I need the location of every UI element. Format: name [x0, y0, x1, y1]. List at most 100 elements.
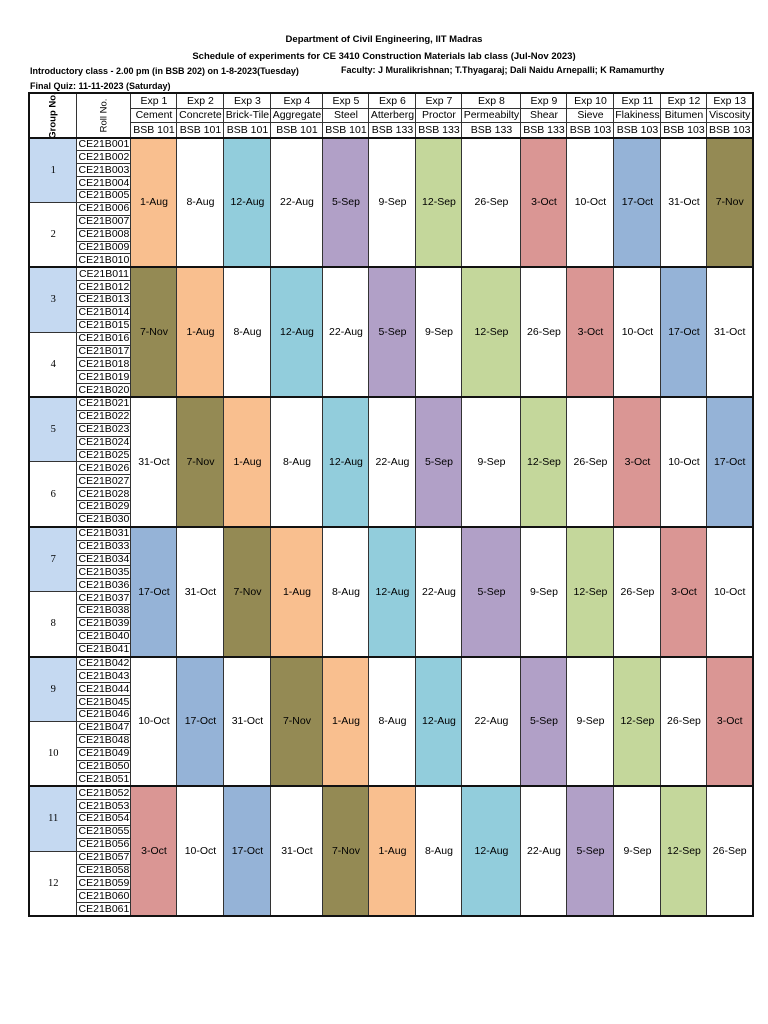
table-row: 5 CE21B021 31-Oct 7-Nov 1-Aug 8-Aug 12-Aug 22-A…: [28, 395, 754, 528]
schedule-date-cell: 5-Sep: [415, 396, 463, 528]
schedule-date-cell: 9-Sep: [461, 396, 522, 528]
table-row: 1 CE21B001 1-Aug 8-Aug 12-Aug 22-Aug 5-Sep 9-Se…: [28, 136, 754, 268]
exp-name-header: Brick-Tile: [223, 107, 272, 123]
table-row: CE21B043: [29, 669, 753, 684]
schedule-date-cell: 10-Oct: [706, 525, 754, 657]
schedule-date-cell: 22-Aug: [520, 785, 568, 917]
roll-no-header: Roll No.: [76, 92, 132, 138]
roll-number-cell: CE21B048: [76, 733, 132, 748]
group-number-cell: 4: [28, 331, 78, 398]
roll-number-cell: CE21B051: [76, 772, 132, 787]
schedule-date-cell: 3-Oct: [130, 785, 178, 917]
schedule-date-cell: 3-Oct: [660, 525, 708, 657]
table-row: CE21B039: [29, 616, 753, 631]
schedule-date-cell: 3-Oct: [706, 655, 754, 787]
exp-number-header: Exp 4: [270, 92, 324, 109]
group-number-cell: 2: [28, 201, 78, 268]
exp-name-header: Sieve: [566, 107, 615, 123]
roll-number-cell: CE21B046: [76, 708, 132, 722]
roll-number-cell: CE21B016: [76, 331, 132, 346]
table-row: 8 CE21B037: [28, 591, 753, 657]
exp-name-header: Permeabilty: [461, 107, 522, 123]
group-number-cell: 3: [28, 266, 78, 333]
schedule-date-cell: 12-Sep: [613, 655, 662, 787]
group-number-cell: 8: [28, 591, 78, 657]
exp-room-header: BSB 103: [706, 122, 754, 138]
schedule-date-cell: 7-Nov: [270, 655, 324, 787]
roll-number-cell: CE21B037: [76, 591, 132, 605]
schedule-date-cell: 17-Oct: [130, 525, 178, 657]
schedule-date-cell: 10-Oct: [130, 655, 178, 787]
table-row: 3 CE21B011 7-Nov 1-Aug 8-Aug 12-Aug 22-Aug 5-Se…: [28, 266, 754, 398]
roll-number-cell: CE21B001: [76, 136, 132, 152]
schedule-date-cell: 1-Aug: [176, 266, 225, 398]
roll-number-cell: CE21B054: [76, 812, 132, 826]
exp-name-header: Viscosity: [706, 107, 754, 123]
roll-number-cell: CE21B053: [76, 799, 132, 813]
roll-number-cell: CE21B023: [76, 422, 132, 437]
roll-number-cell: CE21B002: [76, 150, 132, 165]
schedule-date-cell: 31-Oct: [706, 266, 754, 398]
schedule-table: Group No. Roll No. Exp 1 Exp 2 Exp 3 Exp 4 Exp…: [28, 92, 754, 917]
roll-number-cell: CE21B020: [76, 383, 132, 398]
roll-number-cell: CE21B027: [76, 474, 132, 489]
roll-number-cell: CE21B056: [76, 837, 132, 852]
exp-name-header: Steel: [322, 107, 370, 123]
schedule-date-cell: 5-Sep: [368, 266, 417, 398]
exp-number-header: Exp 6: [368, 92, 417, 109]
header-row-exp: Group No. Roll No. Exp 1 Exp 2 Exp 3 Exp 4 Exp…: [28, 92, 754, 138]
schedule-date-cell: 8-Aug: [176, 136, 225, 268]
table-row: 7 CE21B031 17-Oct 31-Oct 7-Nov 1-Aug 8-Aug 12-A…: [28, 525, 754, 657]
table-row: 9 CE21B042 10-Oct 17-Oct 31-Oct 7-Nov 1-Aug 8-A…: [28, 655, 754, 787]
schedule-date-cell: 17-Oct: [613, 136, 662, 268]
table-row: 11 CE21B052 3-Oct 10-Oct 17-Oct 31-Oct 7-Nov 1-…: [28, 785, 754, 917]
group-no-header-label: Group No.: [47, 93, 59, 138]
table-row: CE21B044: [29, 682, 753, 697]
exp-room-header: BSB 101: [322, 122, 370, 138]
exp-name-header: Aggregate: [270, 107, 324, 123]
schedule-date-cell: 26-Sep: [613, 525, 662, 657]
schedule-date-cell: 1-Aug: [368, 785, 417, 917]
table-row: CE21B034: [29, 552, 753, 567]
group-number-cell: 5: [28, 396, 78, 463]
schedule-date-cell: 3-Oct: [566, 266, 615, 398]
schedule-title: Schedule of experiments for CE 3410 Cons…: [192, 51, 576, 62]
roll-number-cell: CE21B049: [76, 746, 132, 761]
roll-number-cell: CE21B024: [76, 435, 132, 450]
roll-number-cell: CE21B015: [76, 318, 132, 333]
schedule-date-cell: 1-Aug: [270, 525, 324, 657]
roll-number-cell: CE21B006: [76, 201, 132, 216]
schedule-date-cell: 5-Sep: [461, 525, 522, 657]
group-number-cell: 10: [28, 720, 78, 787]
roll-number-cell: CE21B030: [76, 512, 132, 528]
schedule-date-cell: 26-Sep: [660, 655, 708, 787]
exp-room-header: BSB 103: [613, 122, 662, 138]
roll-number-cell: CE21B060: [76, 889, 132, 904]
exp-number-header: Exp 9: [520, 92, 568, 109]
exp-room-header: BSB 103: [660, 122, 708, 138]
schedule-date-cell: 10-Oct: [613, 266, 662, 398]
schedule-date-cell: 8-Aug: [368, 655, 417, 787]
exp-name-header: Bitumen: [660, 107, 708, 123]
schedule-date-cell: 12-Sep: [415, 136, 463, 268]
roll-number-cell: CE21B042: [76, 655, 132, 671]
roll-number-cell: CE21B034: [76, 552, 132, 567]
schedule-date-cell: 12-Sep: [660, 785, 708, 917]
table-row: CE21B056: [29, 837, 753, 852]
header-row-name: Cement Concrete Brick-Tile Aggregate Steel At…: [29, 107, 754, 123]
table-row: 12 CE21B057: [28, 850, 753, 917]
schedule-date-cell: 8-Aug: [322, 525, 370, 657]
table-row: CE21B061: [29, 902, 753, 917]
roll-number-cell: CE21B031: [76, 525, 132, 541]
roll-number-cell: CE21B052: [76, 785, 132, 801]
group-no-header: Group No.: [28, 92, 78, 138]
schedule-date-cell: 9-Sep: [368, 136, 417, 268]
roll-number-cell: CE21B059: [76, 876, 132, 891]
schedule-date-cell: 8-Aug: [270, 396, 324, 528]
schedule-date-cell: 1-Aug: [130, 136, 178, 268]
exp-room-header: BSB 133: [461, 122, 522, 138]
schedule-date-cell: 12-Aug: [461, 785, 522, 917]
schedule-date-cell: 12-Sep: [566, 525, 615, 657]
roll-number-cell: CE21B026: [76, 461, 132, 476]
roll-number-cell: CE21B047: [76, 720, 132, 735]
